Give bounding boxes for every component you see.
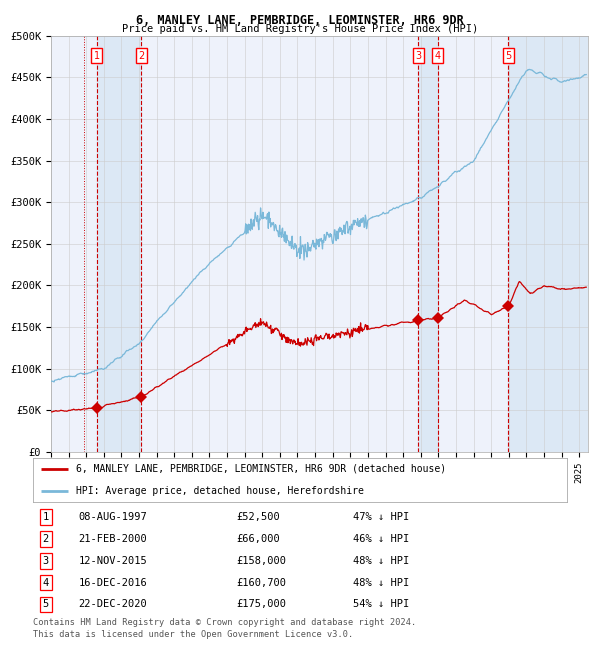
Text: £160,700: £160,700 xyxy=(236,578,286,588)
Text: HPI: Average price, detached house, Herefordshire: HPI: Average price, detached house, Here… xyxy=(76,486,364,496)
Text: £66,000: £66,000 xyxy=(236,534,280,544)
Text: 6, MANLEY LANE, PEMBRIDGE, LEOMINSTER, HR6 9DR: 6, MANLEY LANE, PEMBRIDGE, LEOMINSTER, H… xyxy=(136,14,464,27)
Text: 22-DEC-2020: 22-DEC-2020 xyxy=(79,599,147,610)
Text: 3: 3 xyxy=(43,556,49,566)
Text: 16-DEC-2016: 16-DEC-2016 xyxy=(79,578,147,588)
Bar xyxy=(97,36,142,452)
Text: 48% ↓ HPI: 48% ↓ HPI xyxy=(353,556,410,566)
Text: 48% ↓ HPI: 48% ↓ HPI xyxy=(353,578,410,588)
Text: £158,000: £158,000 xyxy=(236,556,286,566)
Text: 5: 5 xyxy=(43,599,49,610)
Text: This data is licensed under the Open Government Licence v3.0.: This data is licensed under the Open Gov… xyxy=(33,630,353,639)
Text: 3: 3 xyxy=(415,51,422,60)
Text: 54% ↓ HPI: 54% ↓ HPI xyxy=(353,599,410,610)
Text: 1: 1 xyxy=(43,512,49,522)
Text: 47% ↓ HPI: 47% ↓ HPI xyxy=(353,512,410,522)
Text: 12-NOV-2015: 12-NOV-2015 xyxy=(79,556,147,566)
Text: £175,000: £175,000 xyxy=(236,599,286,610)
Text: 08-AUG-1997: 08-AUG-1997 xyxy=(79,512,147,522)
Text: 4: 4 xyxy=(43,578,49,588)
Bar xyxy=(508,36,588,452)
Text: Contains HM Land Registry data © Crown copyright and database right 2024.: Contains HM Land Registry data © Crown c… xyxy=(33,618,416,627)
Text: 4: 4 xyxy=(434,51,441,60)
Bar xyxy=(418,36,437,452)
Text: 1: 1 xyxy=(94,51,100,60)
Text: 5: 5 xyxy=(505,51,512,60)
Text: £52,500: £52,500 xyxy=(236,512,280,522)
Text: 6, MANLEY LANE, PEMBRIDGE, LEOMINSTER, HR6 9DR (detached house): 6, MANLEY LANE, PEMBRIDGE, LEOMINSTER, H… xyxy=(76,463,446,474)
Text: 2: 2 xyxy=(43,534,49,544)
Text: 46% ↓ HPI: 46% ↓ HPI xyxy=(353,534,410,544)
Text: 21-FEB-2000: 21-FEB-2000 xyxy=(79,534,147,544)
Text: Price paid vs. HM Land Registry's House Price Index (HPI): Price paid vs. HM Land Registry's House … xyxy=(122,24,478,34)
Text: 2: 2 xyxy=(138,51,145,60)
